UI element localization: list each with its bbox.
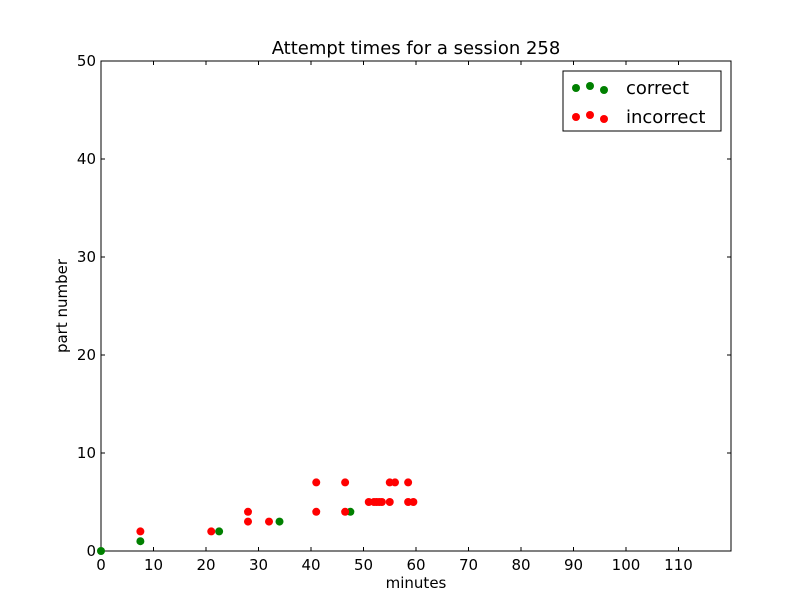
legend-marker-incorrect — [572, 113, 580, 121]
x-tick-label: 40 — [301, 556, 320, 574]
point-incorrect — [265, 517, 273, 526]
point-incorrect — [207, 527, 216, 536]
point-correct — [136, 537, 145, 546]
point-incorrect — [409, 498, 418, 506]
point-incorrect — [244, 517, 252, 526]
point-correct — [97, 547, 105, 555]
legend-marker-correct — [600, 86, 608, 94]
y-tick-label: 20 — [77, 346, 96, 364]
legend-label-incorrect: incorrect — [626, 107, 705, 128]
x-tick-label: 60 — [406, 556, 425, 574]
legend-marker-correct — [586, 82, 594, 90]
point-incorrect — [341, 478, 350, 487]
x-tick-label: 100 — [612, 556, 641, 574]
x-tick-label: 70 — [459, 556, 478, 574]
legend-marker-incorrect — [600, 115, 608, 123]
legend-box — [562, 70, 722, 132]
point-incorrect — [404, 478, 413, 487]
point-incorrect — [391, 478, 399, 487]
point-correct — [275, 517, 284, 526]
chart-title: Attempt times for a session 258 — [272, 38, 561, 59]
y-tick-label: 40 — [77, 150, 96, 168]
point-incorrect — [377, 498, 386, 506]
y-tick-label: 10 — [77, 444, 96, 462]
legend-marker-correct — [572, 84, 580, 92]
x-tick-label: 20 — [196, 556, 215, 574]
point-incorrect — [136, 527, 145, 536]
y-tick-label: 0 — [86, 542, 96, 560]
x-tick-label: 50 — [354, 556, 373, 574]
y-tick-label: 50 — [77, 52, 96, 70]
plot-area-frame — [100, 60, 732, 552]
x-tick-label: 90 — [564, 556, 583, 574]
x-tick-label: 110 — [664, 556, 693, 574]
axis-ticks: 0 10 20 30 40 50 60 70 80 90 100 110 0 10 20 30 40 50 — [77, 52, 731, 574]
y-tick-label: 30 — [77, 248, 96, 266]
point-correct — [215, 527, 224, 536]
point-incorrect — [312, 478, 321, 487]
x-tick-label: 30 — [249, 556, 268, 574]
point-incorrect — [341, 507, 350, 516]
x-tick-label: 10 — [144, 556, 163, 574]
x-tick-label: 0 — [96, 556, 106, 574]
point-incorrect — [312, 507, 321, 516]
legend: correct incorrect — [562, 70, 722, 132]
x-tick-label: 80 — [511, 556, 530, 574]
legend-marker-incorrect — [586, 111, 594, 119]
point-incorrect — [244, 507, 252, 516]
legend-label-correct: correct — [626, 78, 689, 99]
x-axis-label: minutes — [386, 574, 447, 592]
y-axis-label: part number — [53, 258, 71, 353]
point-incorrect — [385, 498, 394, 506]
data-points — [97, 478, 418, 555]
